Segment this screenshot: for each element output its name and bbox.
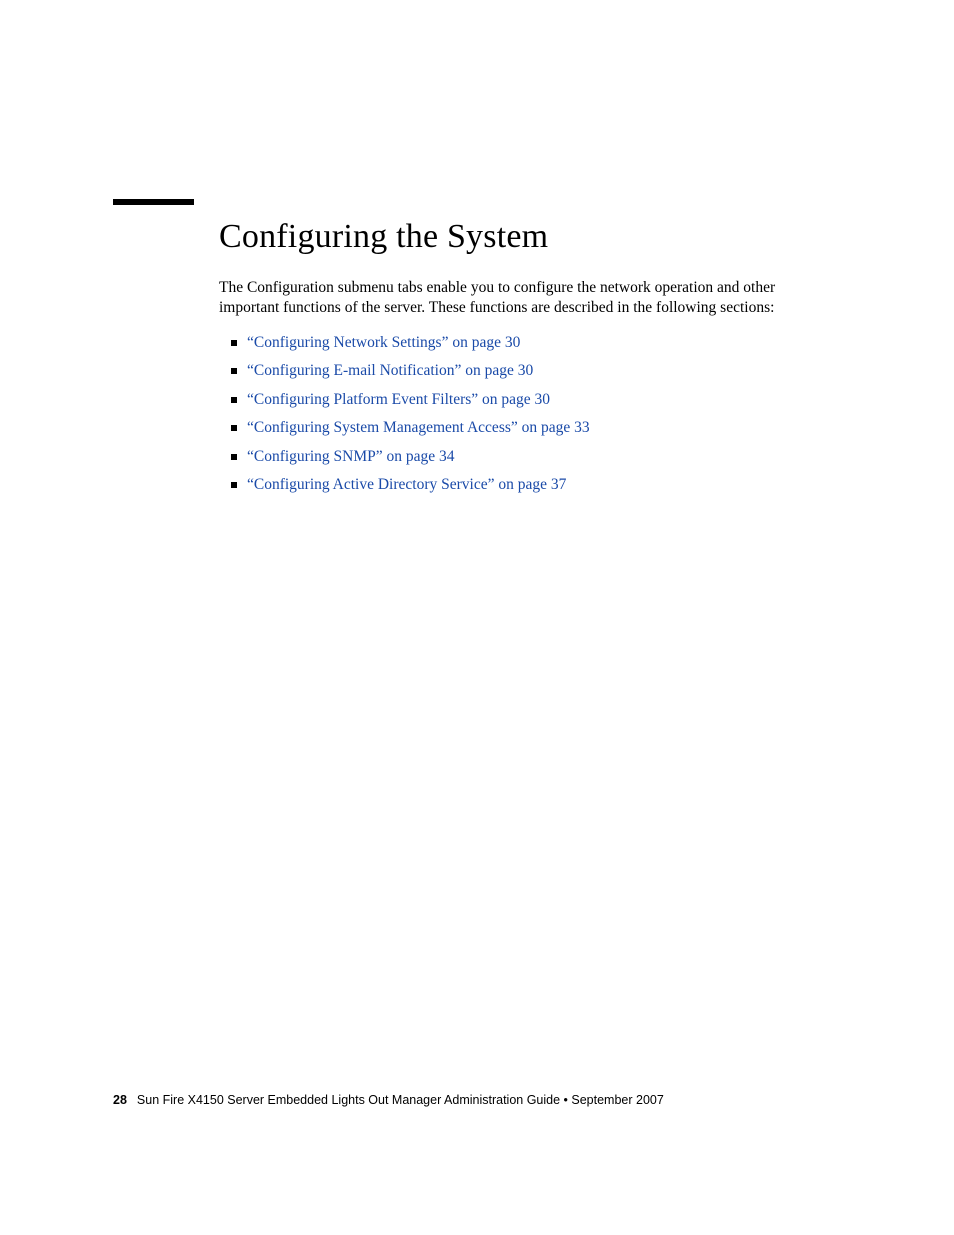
list-item: “Configuring SNMP” on page 34 bbox=[231, 447, 839, 467]
list-item: “Configuring System Management Access” o… bbox=[231, 418, 839, 438]
page: Configuring the System The Configuration… bbox=[0, 0, 954, 1235]
page-title: Configuring the System bbox=[219, 218, 839, 256]
footer-text: Sun Fire X4150 Server Embedded Lights Ou… bbox=[137, 1093, 664, 1107]
xref-link-active-directory[interactable]: “Configuring Active Directory Service” o… bbox=[247, 476, 566, 493]
page-number: 28 bbox=[113, 1093, 127, 1107]
list-item: “Configuring E-mail Notification” on pag… bbox=[231, 361, 839, 381]
page-footer: 28 Sun Fire X4150 Server Embedded Lights … bbox=[113, 1093, 843, 1107]
xref-link-system-mgmt-access[interactable]: “Configuring System Management Access” o… bbox=[247, 419, 590, 436]
list-item: “Configuring Network Settings” on page 3… bbox=[231, 333, 839, 353]
list-item: “Configuring Active Directory Service” o… bbox=[231, 475, 839, 495]
xref-link-email-notification[interactable]: “Configuring E-mail Notification” on pag… bbox=[247, 362, 533, 379]
xref-list: “Configuring Network Settings” on page 3… bbox=[219, 333, 839, 496]
content-block: Configuring the System The Configuration… bbox=[219, 218, 839, 504]
list-item: “Configuring Platform Event Filters” on … bbox=[231, 390, 839, 410]
section-rule bbox=[113, 199, 194, 205]
xref-link-network-settings[interactable]: “Configuring Network Settings” on page 3… bbox=[247, 334, 520, 351]
xref-link-platform-event-filters[interactable]: “Configuring Platform Event Filters” on … bbox=[247, 391, 550, 408]
xref-link-snmp[interactable]: “Configuring SNMP” on page 34 bbox=[247, 448, 455, 465]
intro-paragraph: The Configuration submenu tabs enable yo… bbox=[219, 278, 839, 319]
